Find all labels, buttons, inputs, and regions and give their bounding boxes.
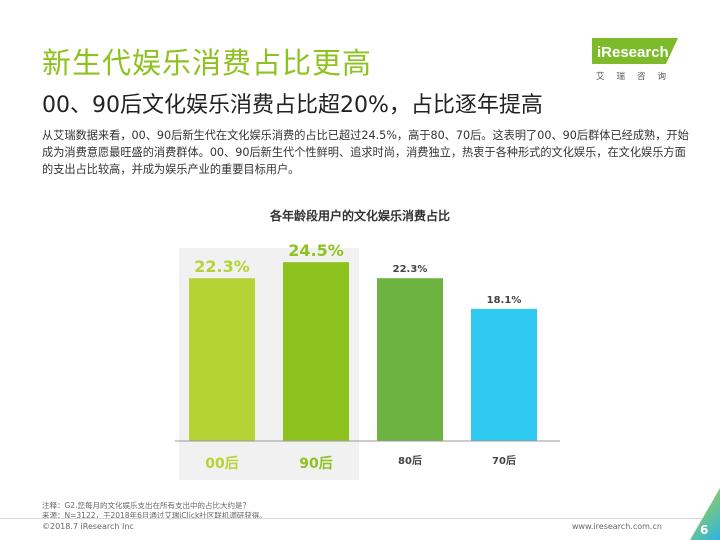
body-paragraph: 从艾瑞数据来看，00、90后新生代在文化娱乐消费的占比已超过24.5%，高于80… [42, 129, 689, 176]
category-label-2: 80后 [398, 454, 422, 467]
value-label-3: 18.1% [487, 295, 522, 306]
logo-badge: iResearch [592, 38, 678, 64]
category-label-0: 00后 [205, 455, 238, 472]
logo-sub-text: 艾瑞咨询 [596, 72, 679, 82]
value-label-1: 24.5% [288, 241, 344, 260]
footer-source: 来源：N=3122，于2018年6月通过艾瑞iClick社区联机调研获得。 [42, 511, 267, 520]
page-number: 6 [700, 523, 709, 537]
value-label-2: 22.3% [393, 264, 428, 275]
chart-title: 各年龄段用户的文化娱乐消费占比 [269, 209, 450, 223]
category-label-3: 70后 [492, 454, 516, 467]
footer-divider [0, 518, 720, 519]
page-title: 新生代娱乐消费占比更高 [42, 46, 373, 80]
bar-2 [377, 278, 443, 441]
logo-brand-text: iResearch [597, 44, 669, 61]
bar-0 [189, 278, 255, 441]
iresearch-logo: iResearch 艾瑞咨询 [592, 36, 684, 84]
footer-note: 注释：G2.您每月的文化娱乐支出在所有支出中的占比大约是？ [42, 501, 250, 510]
category-label-1: 90后 [299, 455, 332, 472]
copyright: ©2018.7 iResearch Inc [42, 522, 134, 531]
bar-3 [471, 308, 537, 441]
page-subtitle: 00、90后文化娱乐消费占比超20%，占比逐年提高 [42, 93, 543, 118]
website-link[interactable]: www.iresearch.com.cn [572, 522, 662, 531]
bar-1 [283, 262, 349, 441]
value-label-0: 22.3% [194, 257, 250, 276]
